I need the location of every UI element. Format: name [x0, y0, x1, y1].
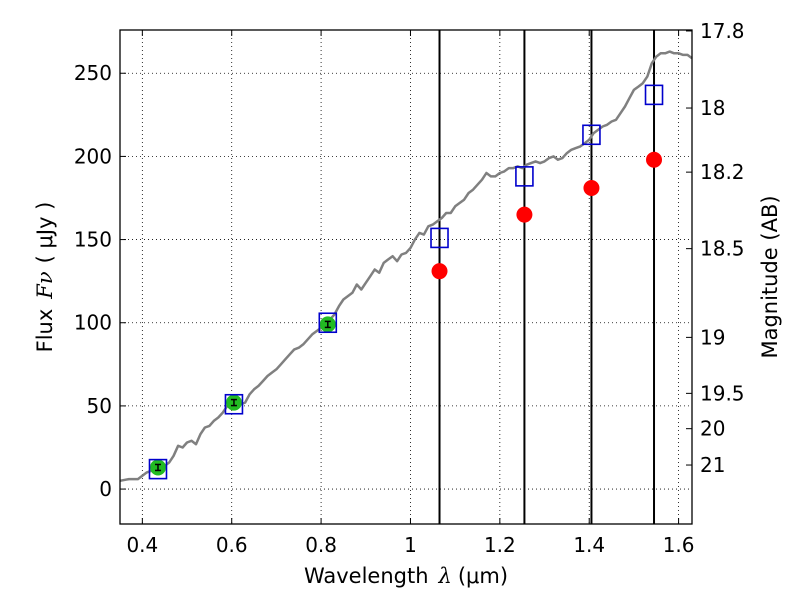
- model-flux-square: [224, 393, 244, 415]
- model-flux-square: [644, 84, 664, 106]
- y-axis-title: FluxFν( μJy ): [33, 202, 57, 353]
- model-flux-square: [582, 124, 601, 146]
- x-tick-label: 1.6: [663, 533, 695, 557]
- plot-frame: [119, 29, 693, 525]
- predicted-point: [431, 263, 448, 280]
- y-tick-label: 200: [74, 144, 112, 168]
- x-tick-label: 0.8: [305, 533, 337, 557]
- vertical-marker-lines: [438, 30, 656, 524]
- mag-tick-label: 17.8: [700, 19, 745, 43]
- predicted-point: [583, 180, 600, 197]
- axis-ticks: 0.4 0.6 0.8 1 1.2 1.4 1.6 0 50 100 150 200 250 17.8 18…: [74, 19, 745, 557]
- x-tick-label: 0.4: [126, 533, 158, 557]
- mag-tick-label: 19.5: [700, 381, 745, 405]
- model-flux-square: [148, 458, 168, 480]
- y-tick-label: 0: [99, 477, 112, 501]
- right-axis-title: Magnitude (AB): [758, 195, 782, 358]
- model-flux-square: [515, 166, 534, 187]
- model-flux-square: [318, 312, 338, 334]
- predicted-point: [646, 151, 663, 168]
- mag-tick-label: 20: [700, 417, 725, 441]
- mag-tick-label: 18: [700, 96, 725, 120]
- mag-tick-label: 18.5: [700, 237, 745, 261]
- x-tick-label: 1.2: [484, 533, 516, 557]
- model-flux-square: [430, 227, 449, 249]
- mag-tick-label: 21: [700, 453, 725, 477]
- predicted-point: [516, 206, 533, 223]
- x-tick-label: 1: [404, 533, 417, 557]
- y-tick-label: 50: [87, 394, 112, 418]
- mag-tick-label: 19: [700, 325, 725, 349]
- data-series: [119, 50, 693, 483]
- x-tick-label: 1.4: [573, 533, 605, 557]
- x-tick-label: 0.6: [216, 533, 248, 557]
- grid-lines: [120, 30, 692, 524]
- mag-tick-label: 18.2: [700, 160, 745, 184]
- x-axis-title: Wavelength λ (μm): [304, 564, 508, 588]
- y-tick-label: 250: [74, 61, 112, 85]
- y-tick-label: 100: [74, 311, 112, 335]
- y-tick-label: 150: [74, 228, 112, 252]
- spectrum-line: [119, 50, 693, 483]
